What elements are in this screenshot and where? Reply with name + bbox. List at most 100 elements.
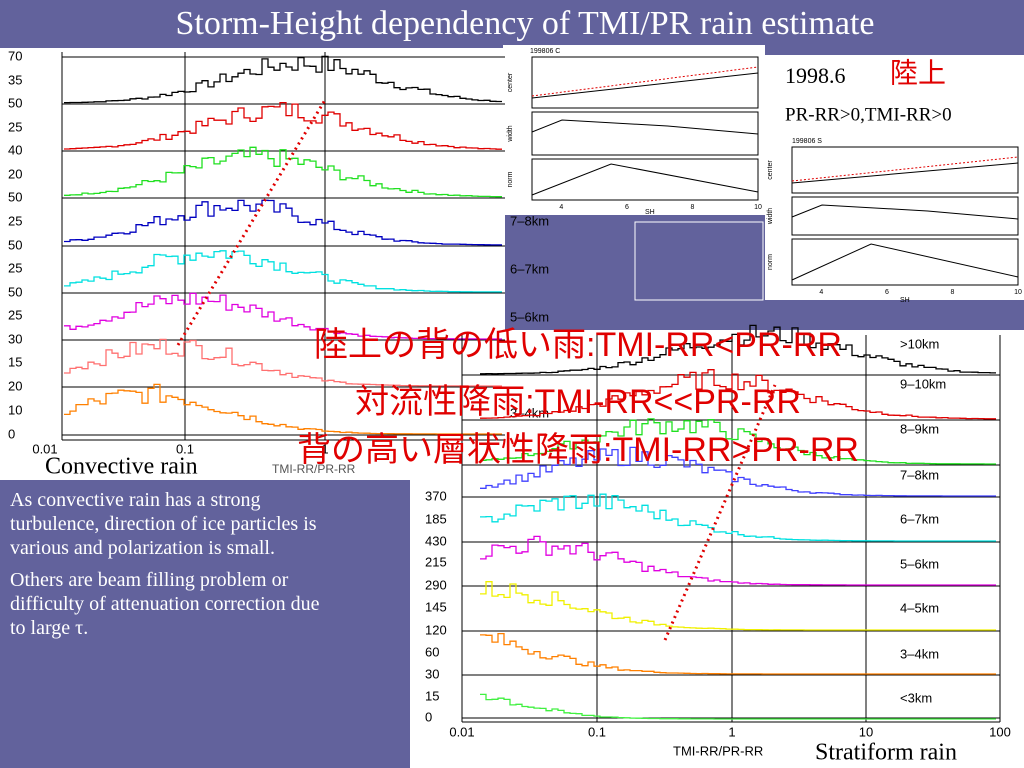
- y-tick-label: 50: [8, 95, 22, 110]
- inset-tick: 10: [1014, 289, 1022, 296]
- inset-title: 199806 S: [792, 138, 822, 145]
- histogram: [480, 493, 996, 542]
- inset-ylabel: center: [767, 160, 774, 180]
- row-label: <3km: [900, 690, 932, 705]
- inset-curve: [791, 156, 1019, 182]
- inset-curve: [531, 119, 759, 135]
- histogram: [64, 250, 502, 293]
- y-tick-label: 50: [8, 189, 22, 204]
- inset-frame: [791, 196, 1019, 236]
- row-label: 9–10km: [900, 376, 946, 391]
- overlay-line: 陸上の背の低い雨:TMI-RR<PR-RR: [314, 326, 842, 364]
- x-tick-label: 0.1: [176, 441, 194, 456]
- histogram: [480, 324, 996, 375]
- inset-label-box: [765, 55, 1024, 130]
- x-tick-label: 1: [728, 724, 735, 739]
- y-tick-label: 50: [8, 237, 22, 252]
- histogram: [480, 418, 996, 465]
- inset-tick: 4: [819, 289, 823, 296]
- y-tick-label: 290: [425, 577, 447, 592]
- overlay-line: 対流性降雨:TMI-RR<<PR-RR: [355, 383, 801, 421]
- inset-curve: [791, 162, 1019, 184]
- row-label: 5–6km: [510, 309, 549, 324]
- histogram: [480, 535, 996, 586]
- y-tick-label: 25: [8, 119, 22, 134]
- row-label: 8–9km: [900, 421, 939, 436]
- inset-tick: 8: [691, 204, 695, 211]
- y-tick-label: 25: [8, 260, 22, 275]
- x-tick-label: 10: [859, 724, 873, 739]
- y-tick-label: 215: [425, 554, 447, 569]
- row-label: >10km: [900, 336, 939, 351]
- inset-xlabel: SH: [645, 209, 655, 216]
- inset-ylabel: norm: [767, 254, 774, 270]
- histogram: [480, 632, 996, 675]
- right-xlabel: TMI-RR/PR-RR: [673, 743, 763, 758]
- y-tick-label: 25: [8, 213, 22, 228]
- histogram: [64, 146, 502, 198]
- y-tick-label: 70: [8, 48, 22, 63]
- inset-curve: [791, 204, 1019, 220]
- histogram: [64, 292, 502, 340]
- y-tick-label: 50: [8, 284, 22, 299]
- left-xlabel: TMI-RR/PR-RR: [272, 462, 356, 476]
- y-tick-label: 15: [425, 688, 439, 703]
- note: As convective rain has a strong turbulen…: [10, 489, 317, 559]
- inset-s: [765, 130, 1024, 300]
- inset-curve: [791, 243, 1019, 281]
- inset-condition: PR-RR>0,TMI-RR>0: [785, 104, 952, 125]
- inset-frame: [791, 146, 1019, 194]
- row-label: 4–5km: [900, 600, 939, 615]
- inset-xlabel: SH: [900, 297, 910, 304]
- overlay-line: 背の高い層状性降雨:TMI-RR>PR-RR: [297, 431, 859, 469]
- histogram: [64, 101, 502, 150]
- inset-ylabel: center: [507, 72, 514, 92]
- right-category: Stratiform rain: [815, 740, 957, 766]
- left-category: Convective rain: [45, 454, 198, 480]
- row-label: 3–4km: [900, 646, 939, 661]
- note: Others are beam filling problem or diffi…: [10, 569, 320, 639]
- inset-curve: [531, 163, 759, 196]
- inset-curve: [531, 66, 759, 97]
- trend-line: [663, 384, 777, 641]
- y-tick-label: 40: [8, 142, 22, 157]
- row-label: 6–7km: [900, 511, 939, 526]
- x-tick-label: 0.1: [588, 724, 606, 739]
- row-label: 5–6km: [900, 556, 939, 571]
- y-tick-label: 10: [8, 402, 22, 417]
- inset-tick: 4: [559, 204, 563, 211]
- notes: As convective rain has a strong turbulen…: [10, 488, 330, 648]
- y-tick-label: 20: [8, 166, 22, 181]
- inset-ylabel: norm: [507, 171, 514, 187]
- y-tick-label: 430: [425, 533, 447, 548]
- x-tick-label: 0.01: [32, 441, 57, 456]
- histogram: [64, 338, 502, 387]
- histogram: [64, 383, 502, 435]
- inset-frame: [531, 158, 759, 201]
- y-tick-label: 0: [8, 426, 15, 441]
- inset-frame: [531, 56, 759, 109]
- inset-tick: 8: [951, 289, 955, 296]
- y-tick-label: 35: [8, 72, 22, 87]
- histogram: [480, 581, 996, 631]
- y-tick-label: 15: [8, 354, 22, 369]
- y-tick-label: 20: [8, 378, 22, 393]
- y-tick-label: 30: [425, 666, 439, 681]
- inset-tick: 6: [885, 289, 889, 296]
- inset-tick: 6: [625, 204, 629, 211]
- histogram: [480, 369, 996, 420]
- inset-ylabel: width: [767, 208, 774, 225]
- histogram: [480, 446, 996, 497]
- y-tick-label: 30: [8, 331, 22, 346]
- x-tick-label: 100: [989, 724, 1011, 739]
- y-tick-label: 145: [425, 599, 447, 614]
- inset-tick: 10: [754, 204, 762, 211]
- row-label: 6–7km: [510, 261, 549, 276]
- y-tick-label: 25: [8, 307, 22, 322]
- inset-region: 陸上: [890, 57, 946, 89]
- inset-date: 1998.6: [785, 63, 846, 88]
- box: [634, 221, 764, 301]
- inset-curve: [531, 72, 759, 99]
- inset-c: [503, 45, 765, 215]
